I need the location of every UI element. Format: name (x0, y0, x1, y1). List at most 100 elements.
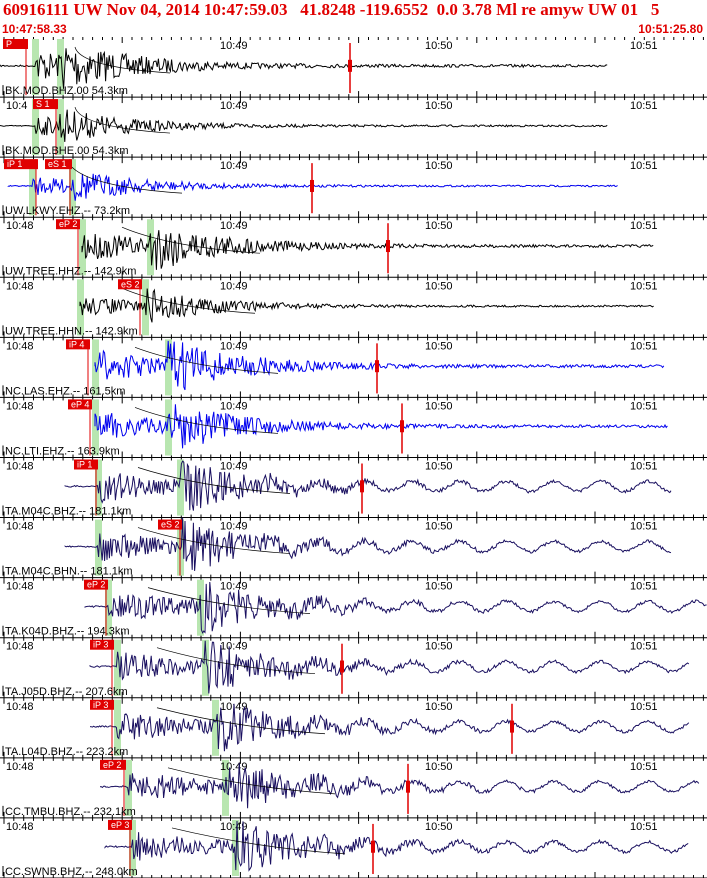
time-label: 10:48 (6, 521, 34, 533)
time-label: 10:49 (220, 340, 248, 352)
amplitude-marker-box (310, 179, 314, 192)
trace-panel[interactable]: 10:48 10:49 10:50 10:51 eP 2 UW.TREE.HHZ.-- 1… (0, 217, 707, 278)
pick-flag[interactable] (90, 699, 114, 710)
time-label: 10:50 (425, 400, 453, 412)
time-label: 10:48 (6, 280, 34, 292)
waveform (64, 460, 672, 511)
pick-flag[interactable] (3, 39, 28, 49)
amplitude-marker-box (340, 660, 344, 673)
start-time: 10:47:58.33 (2, 22, 67, 36)
time-label: 10:50 (425, 641, 453, 653)
waveform (104, 820, 689, 872)
time-label: 10:49 (220, 761, 248, 773)
time-label: 10:51 (630, 581, 658, 593)
travel-time-curve (119, 286, 256, 314)
pick-flag[interactable] (45, 159, 72, 170)
time-label: 10:49 (220, 460, 248, 472)
travel-time-curve (137, 467, 291, 494)
waveform (99, 762, 700, 809)
pick-band (165, 339, 172, 396)
time-label: 10:48 (6, 821, 34, 833)
amplitude-marker-box (360, 480, 364, 493)
pick-flag[interactable] (90, 639, 114, 650)
amplitude-marker-box (371, 840, 375, 853)
pick-label: eP 3 (111, 820, 129, 830)
pick-label: P (6, 39, 12, 49)
trace-panel[interactable]: 10:48 10:49 10:50 10:51 iP 4 NC.LAS.EHZ.-- 16… (0, 337, 707, 398)
trace-panel[interactable]: 10:48 10:49 10:50 10:51 eS 2 UW.TREE.HHN.-- 1… (0, 277, 707, 338)
time-label: 10:51 (630, 521, 658, 533)
time-label: 10:50 (425, 821, 453, 833)
trace-panel[interactable]: 10:48 10:49 10:50 10:51 eP 4 NC.LTI.EHZ.-- 16… (0, 397, 707, 458)
pick-flag[interactable] (33, 99, 58, 110)
end-time: 10:51:25.80 (638, 22, 703, 36)
pick-label: eP 4 (71, 399, 89, 409)
travel-time-curve (74, 46, 171, 74)
station-label: BK.MOD.BHZ.00 54.3km (5, 85, 128, 97)
amplitude-marker-box (348, 59, 352, 72)
pick-flag[interactable] (84, 579, 108, 590)
time-label: 10:48 (6, 400, 34, 412)
time-label: 10:49 (220, 581, 248, 593)
pick-band (32, 99, 39, 156)
pick-flag[interactable] (108, 819, 132, 830)
waveform (81, 230, 654, 270)
travel-time-curve (156, 707, 326, 735)
pick-flag[interactable] (68, 399, 92, 410)
pick-label: eS 1 (48, 159, 67, 169)
trace-panel[interactable]: 10:48 10:49 10:50 10:51 eP 2 CC.TMBU.BHZ.-- 2… (0, 757, 707, 819)
pick-band (57, 39, 64, 96)
time-label: 10:49 (220, 521, 248, 533)
travel-time-curve (71, 166, 183, 194)
station-label: TA.J05D.BHZ.-- 207.6km (5, 686, 128, 698)
travel-time-curve (147, 587, 311, 614)
time-label: 10:49 (220, 160, 248, 172)
time-label: 10:51 (630, 100, 658, 112)
pick-flag[interactable] (118, 279, 142, 290)
trace-panel[interactable]: 10:4 10:49 10:50 10:51 S 1 BK.MOD.BHE.00 54.3… (0, 97, 707, 158)
pick-flag[interactable] (100, 759, 126, 770)
time-label: 10:49 (220, 821, 248, 833)
pick-flag[interactable] (66, 339, 90, 350)
pick-band (32, 39, 39, 96)
travel-time-curve (74, 106, 171, 134)
pick-flag[interactable] (74, 459, 98, 470)
time-label: 10:48 (6, 761, 34, 773)
station-label: CC.TMBU.BHZ.-- 232.1km (5, 806, 136, 818)
time-label: 10:48 (6, 581, 34, 593)
trace-panel[interactable]: 10:48 10:49 10:50 10:51 iP 1 TA.M04C.BHZ.-- 1… (0, 457, 707, 519)
waveform (89, 640, 690, 694)
time-label: 10:48 (6, 340, 34, 352)
station-label: UW.TREE.HHN.-- 142.9km (5, 325, 138, 337)
trace-panel[interactable]: 10:48 10:49 10:50 10:51 eP 2 TA.K04D.BHZ.-- 1… (0, 577, 707, 639)
pick-flag[interactable] (158, 519, 182, 530)
pick-band (232, 819, 239, 876)
pick-flag[interactable] (56, 219, 80, 230)
time-label: 10:50 (425, 521, 453, 533)
time-label: 10:49 (220, 641, 248, 653)
time-label: 10:50 (425, 220, 453, 232)
trace-panel[interactable]: 10:48 10:49 10:50 10:51 eP 3 CC.SWNB.BHZ.-- 2… (0, 817, 707, 878)
pick-band (77, 279, 84, 336)
trace-panel[interactable]: 10:48 10:49 10:50 10:51 eS 2 TA.M04C.BHN.-- 1… (0, 517, 707, 579)
trace-panel[interactable]: 10:48 10:49 10:50 10:51 iP 3 TA.J05D.BHZ.-- 2… (0, 637, 707, 699)
travel-time-curve (171, 827, 346, 855)
time-label: 10:49 (220, 220, 248, 232)
time-label: 10:51 (630, 340, 658, 352)
time-label: 10:49 (220, 400, 248, 412)
pick-band (177, 459, 184, 516)
station-label: CC.SWNB.BHZ.-- 248.0km (5, 866, 138, 878)
station-label: TA.M04C.BHZ.-- 181.1km (5, 506, 131, 518)
pick-label: iP 3 (93, 700, 108, 710)
time-label: 10:51 (630, 280, 658, 292)
pick-label: iP 1 (77, 459, 92, 469)
pick-flag[interactable] (4, 159, 38, 170)
time-label: 10:50 (425, 160, 453, 172)
time-label: 10:48 (6, 460, 34, 472)
time-label: 10:48 (6, 641, 34, 653)
time-label: 10:51 (630, 460, 658, 472)
seismogram-traces[interactable]: 10:4 10:49 10:50 10:51 P BK.MOD.BHZ.00 54.3km… (0, 37, 707, 878)
